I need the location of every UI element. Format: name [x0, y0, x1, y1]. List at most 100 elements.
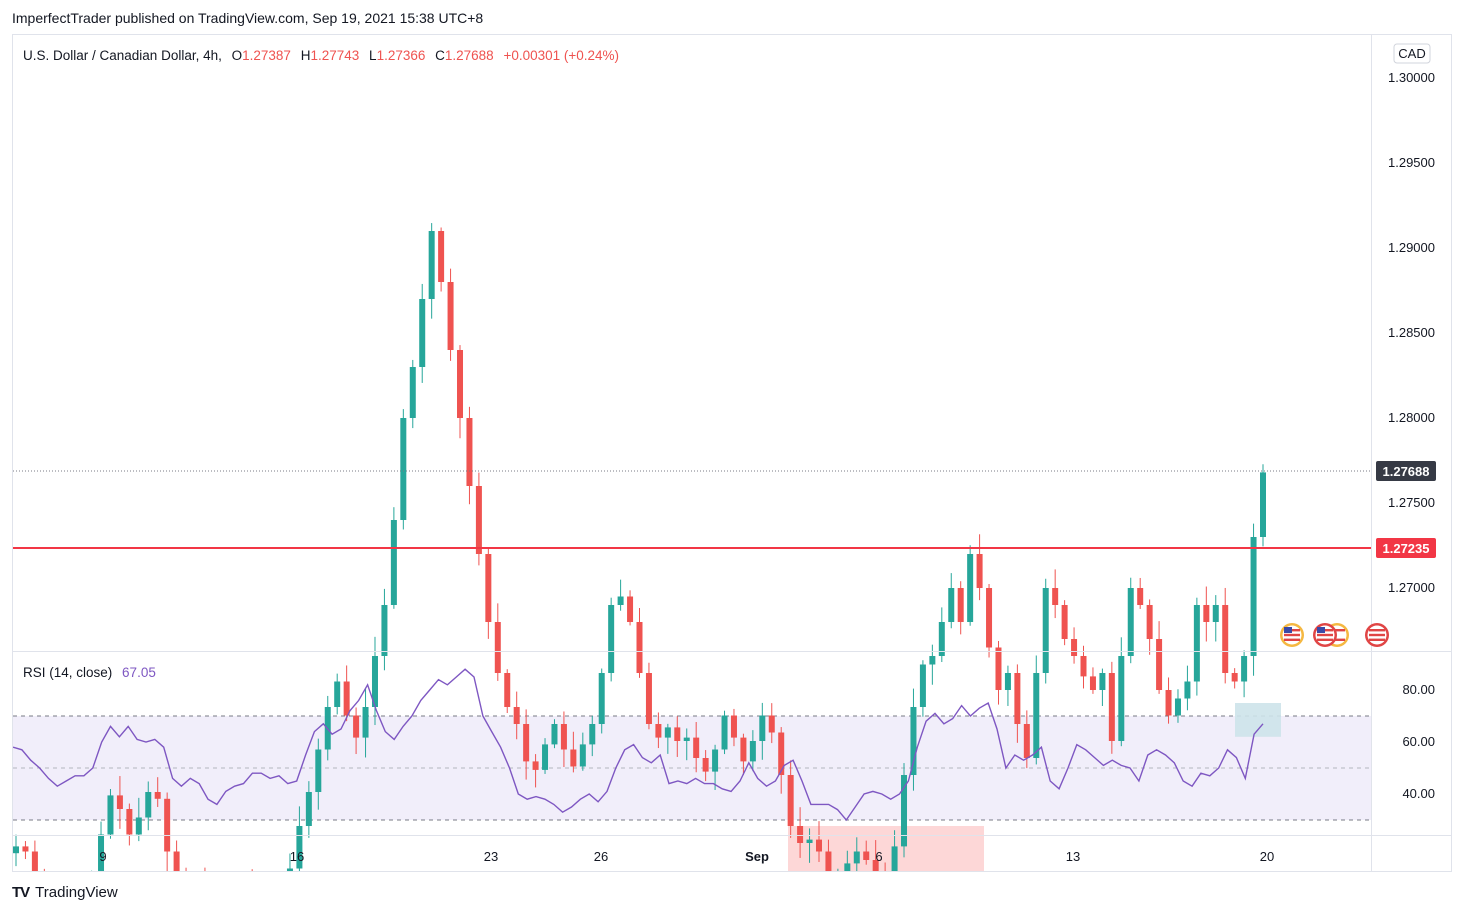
- chart-frame[interactable]: 1.30000 1.29500 1.29000 1.28500 1.28000 1.275…: [12, 34, 1452, 872]
- candle-body: [645, 673, 652, 724]
- candle: [853, 837, 860, 871]
- candle-body: [457, 350, 464, 418]
- time-tick-label: 13: [1066, 849, 1080, 864]
- candle: [674, 716, 681, 757]
- candle-body: [135, 817, 142, 835]
- tradingview-logo[interactable]: TV TradingView: [12, 884, 118, 901]
- candle-body: [598, 673, 605, 724]
- candle: [1250, 523, 1257, 676]
- candle-body: [381, 605, 388, 656]
- candle-body: [948, 588, 955, 622]
- candle: [447, 268, 454, 361]
- candle-body: [1023, 724, 1030, 758]
- us-flag-event-icon[interactable]: [1280, 623, 1304, 647]
- candle-body: [938, 622, 945, 656]
- rsi-title: RSI (14, close): [23, 665, 112, 680]
- candle-body: [636, 622, 643, 673]
- candle-body: [919, 664, 926, 707]
- candle: [1241, 650, 1248, 698]
- candle: [712, 744, 719, 790]
- candle-body: [154, 792, 161, 799]
- candle-body: [315, 749, 322, 792]
- open-label: O: [232, 48, 243, 63]
- rsi-band-layer: [13, 703, 1371, 821]
- candle-body: [712, 749, 719, 772]
- candle-body: [1033, 673, 1040, 758]
- candle: [504, 669, 511, 714]
- candle: [627, 590, 634, 626]
- candle: [919, 660, 926, 717]
- candle: [1108, 661, 1115, 754]
- chart-canvas[interactable]: 1.30000 1.29500 1.29000 1.28500 1.28000 1.275…: [13, 35, 1451, 871]
- candle: [1052, 569, 1059, 619]
- candle: [948, 573, 955, 629]
- candle-body: [513, 707, 520, 724]
- candle-body: [1137, 588, 1144, 605]
- publisher-line: ImperfectTrader published on TradingView…: [12, 10, 484, 26]
- candle: [343, 665, 350, 722]
- candle-body: [589, 724, 596, 745]
- candle-body: [428, 231, 435, 299]
- candle-body: [570, 749, 577, 767]
- candle: [1137, 577, 1144, 609]
- candle-body: [551, 724, 558, 745]
- rsi-value: 67.05: [122, 665, 156, 680]
- candles-layer[interactable]: [13, 223, 1371, 871]
- candle: [901, 763, 908, 858]
- us-flag-event-icon-3[interactable]: [1365, 623, 1389, 647]
- candle: [910, 688, 917, 791]
- candle: [204, 867, 206, 871]
- currency-badge[interactable]: [1393, 43, 1431, 64]
- open-value: 1.27387: [242, 48, 291, 63]
- candle-body: [730, 715, 737, 738]
- candle: [164, 792, 171, 871]
- currency-label: CAD: [1398, 46, 1425, 61]
- candle: [1042, 578, 1049, 684]
- high-value: 1.27743: [310, 48, 359, 63]
- candle-body: [1108, 673, 1115, 741]
- candle-body: [1165, 690, 1172, 716]
- candle: [532, 754, 539, 788]
- symbol-title: U.S. Dollar / Canadian Dollar, 4h,: [23, 48, 222, 63]
- candle-body: [815, 839, 822, 852]
- candle-body: [1071, 639, 1078, 656]
- us-flag-event-icon-2[interactable]: [1313, 623, 1337, 647]
- candle: [636, 607, 643, 678]
- candle-body: [891, 846, 898, 871]
- candle-body: [853, 851, 860, 864]
- time-tick-label: 9: [99, 849, 106, 864]
- candle: [995, 640, 1002, 705]
- candle: [1222, 587, 1229, 684]
- price-tick-label: 1.28000: [1388, 410, 1435, 425]
- candle: [957, 581, 964, 635]
- candle: [1071, 627, 1078, 664]
- candle: [938, 607, 945, 663]
- candle-body: [1231, 673, 1238, 682]
- svg-text:U.S. Dollar / Canadian Dollar,: U.S. Dollar / Canadian Dollar, 4h, O1.27…: [23, 48, 619, 63]
- candle: [1193, 597, 1200, 696]
- candle: [693, 722, 700, 773]
- candle: [107, 789, 114, 839]
- candle-body: [409, 367, 416, 418]
- candle: [475, 472, 482, 566]
- candle-body: [787, 775, 794, 826]
- candle-body: [466, 418, 473, 486]
- candle: [806, 828, 813, 863]
- rsi-series-line: [13, 668, 1264, 822]
- candle: [891, 830, 898, 871]
- candle-body: [1146, 605, 1153, 639]
- candle: [286, 853, 293, 871]
- candle-body: [768, 715, 775, 733]
- candle: [43, 868, 45, 871]
- candle-body: [1118, 656, 1125, 741]
- candle-body: [976, 554, 983, 588]
- candle-body: [1061, 605, 1068, 639]
- axes-layer: 1.30000 1.29500 1.29000 1.28500 1.28000 1.275…: [13, 35, 1451, 871]
- candle-body: [693, 737, 700, 758]
- candle: [494, 603, 501, 681]
- candle-body: [286, 868, 293, 871]
- time-tick-label: 20: [1260, 849, 1274, 864]
- candle: [31, 840, 38, 871]
- candle-body: [353, 715, 360, 738]
- candle: [1118, 637, 1125, 747]
